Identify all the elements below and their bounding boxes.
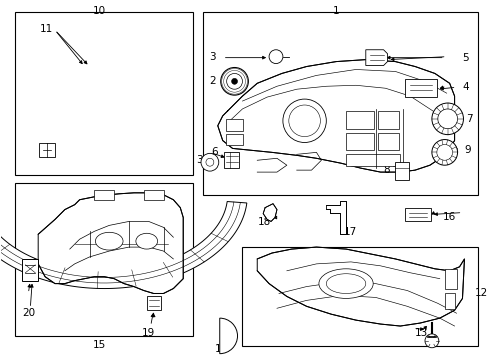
Text: 19: 19 [142, 328, 155, 338]
Bar [444, 293, 454, 309]
Ellipse shape [136, 233, 157, 249]
Bar [395, 162, 408, 180]
Bar [203, 12, 477, 195]
Polygon shape [257, 247, 464, 326]
Bar [39, 144, 55, 157]
Ellipse shape [95, 232, 123, 250]
Text: 14: 14 [214, 344, 227, 354]
Text: 7: 7 [466, 114, 472, 124]
Bar [444, 269, 456, 289]
Bar [405, 208, 430, 221]
Text: 12: 12 [473, 288, 487, 298]
Bar [225, 119, 243, 131]
Circle shape [288, 105, 320, 136]
Text: 3: 3 [196, 155, 203, 165]
Circle shape [437, 109, 457, 129]
Text: 8: 8 [383, 165, 389, 175]
Text: 5: 5 [462, 53, 468, 63]
Bar [346, 154, 400, 166]
Text: 4: 4 [462, 82, 468, 92]
Polygon shape [263, 204, 276, 221]
Bar [22, 259, 38, 281]
Wedge shape [219, 318, 237, 354]
Polygon shape [0, 202, 246, 289]
Bar [377, 111, 399, 129]
Text: 17: 17 [344, 228, 357, 237]
Circle shape [205, 158, 213, 166]
Bar [405, 79, 436, 97]
Circle shape [226, 73, 242, 89]
Bar [346, 132, 373, 150]
Text: 1: 1 [332, 6, 339, 16]
Circle shape [283, 99, 325, 143]
Text: 2: 2 [209, 76, 215, 86]
Circle shape [220, 68, 248, 95]
Circle shape [431, 140, 457, 165]
Bar [16, 12, 193, 175]
Bar [346, 111, 373, 129]
Bar [94, 190, 114, 200]
Bar [377, 132, 399, 150]
Ellipse shape [318, 269, 372, 298]
Bar [16, 183, 193, 336]
Text: 11: 11 [40, 24, 53, 34]
Text: 18: 18 [257, 217, 270, 228]
Polygon shape [217, 60, 454, 172]
Circle shape [201, 153, 218, 171]
Text: 3: 3 [209, 51, 215, 62]
Circle shape [424, 334, 438, 348]
Text: 20: 20 [22, 308, 36, 318]
Bar [242, 247, 477, 346]
Text: 16: 16 [442, 212, 455, 221]
Bar [143, 190, 163, 200]
Polygon shape [325, 201, 346, 234]
Polygon shape [38, 193, 183, 293]
Polygon shape [365, 50, 386, 66]
Bar [225, 134, 243, 145]
Bar [223, 152, 239, 168]
Circle shape [436, 144, 452, 160]
Circle shape [231, 78, 237, 84]
Text: 6: 6 [211, 147, 217, 157]
Circle shape [268, 50, 283, 64]
Text: 10: 10 [93, 6, 106, 16]
Text: 13: 13 [414, 328, 427, 338]
Bar [146, 296, 160, 310]
Ellipse shape [325, 274, 365, 293]
Text: 15: 15 [93, 340, 106, 350]
Text: 9: 9 [464, 145, 470, 156]
Circle shape [431, 103, 463, 135]
